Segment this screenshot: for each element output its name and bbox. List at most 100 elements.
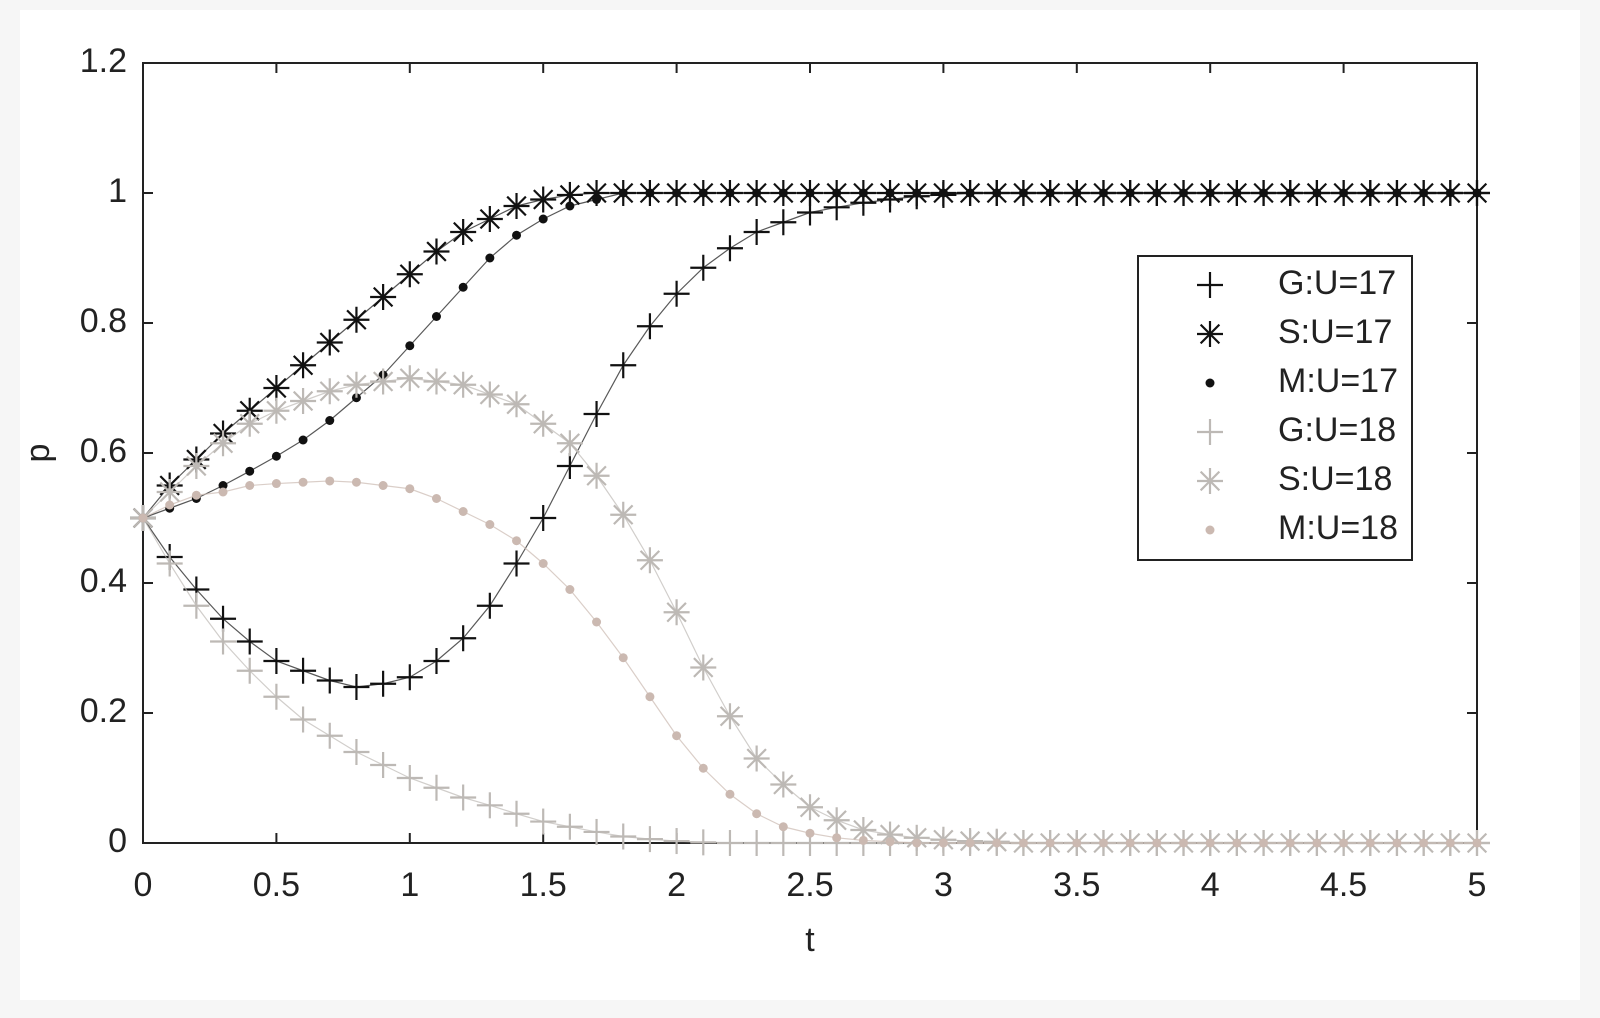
data-point [458,507,468,516]
data-point [450,371,477,398]
data-point [343,371,370,398]
data-point-stroke [266,400,287,421]
data-point [1098,838,1108,848]
data-point [263,397,290,424]
data-point-dot [992,188,1002,198]
data-point [716,235,743,262]
data-point [850,817,877,843]
data-point [290,352,317,379]
data-point [450,625,477,652]
data-point-dot [885,837,895,847]
data-point-dot [992,838,1002,848]
data-point-dot [1125,188,1135,198]
data-point-dot [1312,838,1322,848]
data-point-stroke [639,550,661,571]
data-point [1205,838,1215,848]
data-point [778,188,788,198]
data-point [938,838,948,848]
data-point-dot [645,188,655,198]
data-point-stroke [506,195,527,217]
data-point [672,731,682,741]
data-point [1472,838,1482,848]
data-point [245,481,255,490]
data-point [716,703,743,730]
data-point-dot [1419,838,1429,848]
data-point [343,674,370,700]
data-point [645,188,655,198]
data-point-dot [218,481,228,490]
data-point [752,188,762,198]
data-point-dot [912,838,922,848]
data-point [1365,838,1375,848]
data-point [583,818,610,845]
data-point [805,188,815,198]
data-point-stroke [266,377,287,399]
data-point [556,430,583,457]
data-point-stroke [586,465,607,486]
data-point [636,826,663,853]
data-point [450,219,477,245]
data-point [610,823,637,850]
data-point-stroke [346,309,367,330]
data-point [396,365,423,392]
data-point-dot [1018,838,1028,848]
data-point [512,536,522,546]
data-point [992,188,1002,198]
data-point [271,479,281,489]
data-point [858,835,868,845]
data-point-dot [538,559,548,568]
data-point-dot [1419,188,1429,198]
data-point [370,752,397,778]
data-point [992,838,1002,848]
data-point-dot [1285,188,1295,198]
data-point-stroke [533,413,554,434]
data-point [1419,838,1429,848]
data-point [423,368,450,395]
data-point [1365,188,1375,198]
data-point [1312,838,1322,848]
data-point-stroke [693,657,714,678]
data-point [245,466,255,476]
data-point [618,653,628,663]
data-point [476,206,503,232]
legend-label: M:U=18 [1278,509,1398,547]
data-point [565,201,575,211]
data-point [672,188,682,198]
data-point-dot [1125,838,1135,848]
data-point [752,809,762,819]
data-point [636,547,663,574]
legend-label: M:U=17 [1278,362,1398,400]
data-point [138,513,148,523]
data-point-dot [618,188,628,198]
legend-marker-stroke [1199,323,1221,345]
data-point-dot [1205,188,1215,198]
legend-marker [1205,378,1215,388]
data-point [725,188,735,198]
data-point-dot [618,653,628,663]
data-point-dot [832,188,842,198]
data-point-dot [805,828,815,838]
data-point [538,214,548,224]
data-point-dot [165,500,175,510]
data-point [378,481,388,490]
data-point [645,692,655,702]
data-point-dot [138,513,148,523]
data-point [778,822,788,832]
data-point-dot [431,494,441,503]
data-point-dot [378,481,388,490]
data-point-dot [1445,188,1455,198]
data-point-dot [938,838,948,848]
data-point [1259,188,1269,198]
data-point [1445,188,1455,198]
data-point [210,430,237,457]
data-point-dot [485,520,495,529]
data-point [1205,188,1215,198]
data-point [885,188,895,198]
data-point [298,477,308,487]
data-point-dot [1392,838,1402,848]
data-point [556,453,583,479]
data-point-dot [245,481,255,490]
data-point [1285,838,1295,848]
data-point [1125,838,1135,848]
